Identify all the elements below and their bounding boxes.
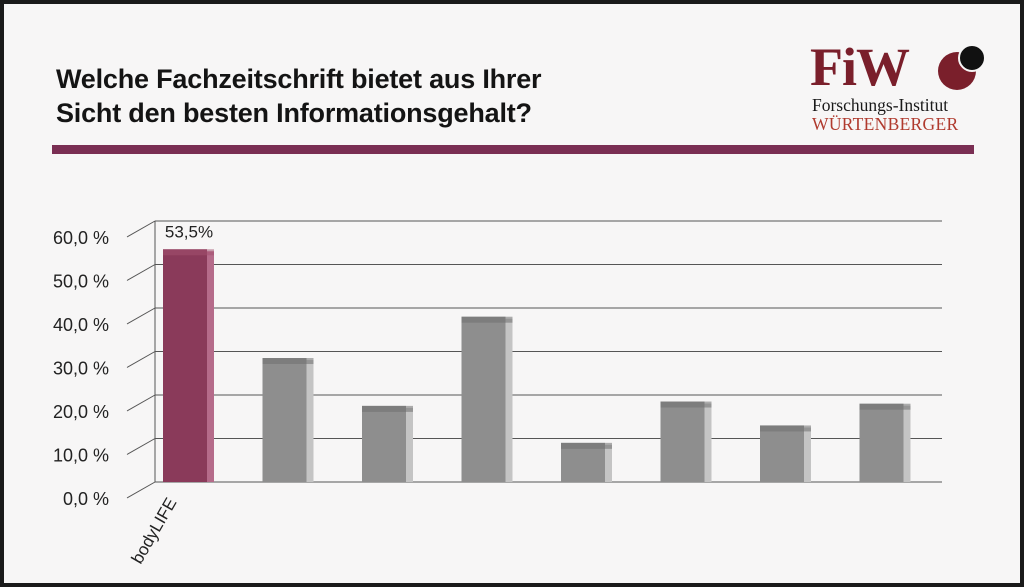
bar-top bbox=[461, 316, 513, 323]
logo-black-circle bbox=[958, 44, 986, 72]
logo-mark: FiW bbox=[810, 37, 910, 97]
title-divider bbox=[52, 145, 974, 154]
chart-title: Welche Fachzeitschrift bietet aus Ihrer … bbox=[56, 62, 542, 130]
bar-top bbox=[859, 403, 911, 410]
bar-side bbox=[406, 407, 413, 482]
gridline-diagonal bbox=[126, 438, 156, 455]
bar-top bbox=[262, 358, 314, 365]
bar-side bbox=[207, 251, 214, 482]
y-tick-label: 60,0 % bbox=[53, 228, 109, 248]
y-axis: 0,0 % 10,0 % 20,0 % 30,0 % 40,0 % 50,0 % 60,0 … bbox=[53, 228, 109, 509]
logo-institute-name: Forschungs-Institut bbox=[812, 95, 949, 115]
bar-side bbox=[605, 444, 612, 482]
gridline-diagonal bbox=[126, 351, 156, 368]
bar-top bbox=[660, 401, 712, 408]
bar-top bbox=[561, 442, 612, 449]
chart-title-line2: Sicht den besten Informationsgehalt? bbox=[56, 98, 532, 128]
gridline-diagonal bbox=[126, 220, 156, 238]
chart-grid bbox=[126, 220, 942, 499]
y-tick-label: 10,0 % bbox=[53, 446, 109, 466]
bar bbox=[163, 249, 207, 482]
bar-side bbox=[306, 360, 314, 482]
bar bbox=[859, 403, 904, 482]
chart-bars bbox=[163, 249, 911, 482]
fiw-logo: FiW Forschungs-Institut WÜRTENBERGER bbox=[810, 37, 986, 140]
bar bbox=[760, 425, 804, 482]
bar-top bbox=[163, 249, 214, 256]
gridline-diagonal bbox=[126, 394, 156, 412]
bar-side bbox=[804, 427, 811, 482]
category-label: bodyLIFE bbox=[128, 495, 181, 568]
bar-top bbox=[760, 425, 811, 432]
bar bbox=[362, 405, 406, 482]
gridline-diagonal bbox=[126, 307, 156, 325]
gridline-diagonal bbox=[126, 264, 156, 281]
chart-title-line1: Welche Fachzeitschrift bietet aus Ihrer bbox=[56, 64, 542, 94]
bar-side bbox=[903, 405, 911, 482]
y-tick-label: 50,0 % bbox=[53, 272, 109, 292]
logo-company-name: WÜRTENBERGER bbox=[812, 114, 959, 134]
y-tick-label: 30,0 % bbox=[53, 359, 109, 379]
y-tick-label: 20,0 % bbox=[53, 402, 109, 422]
bar-side bbox=[704, 403, 712, 482]
bar bbox=[262, 358, 307, 482]
bar bbox=[660, 401, 705, 482]
y-tick-label: 0,0 % bbox=[63, 489, 109, 509]
bar-side bbox=[505, 318, 513, 482]
bar bbox=[461, 316, 506, 482]
data-label: 53,5% bbox=[165, 222, 213, 241]
bar-top bbox=[362, 405, 413, 412]
bar bbox=[561, 442, 605, 482]
gridline-diagonal bbox=[126, 481, 156, 499]
y-tick-label: 40,0 % bbox=[53, 315, 109, 335]
